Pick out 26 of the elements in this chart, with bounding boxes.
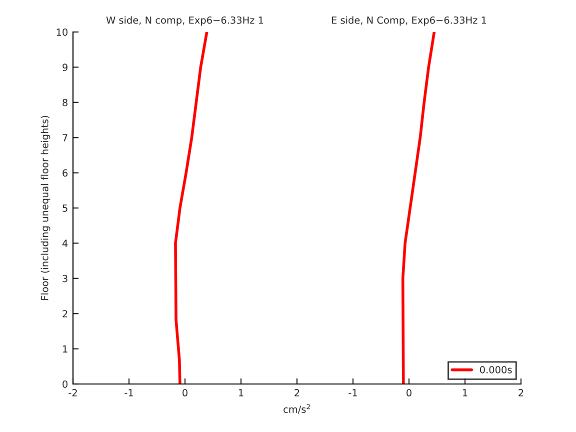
legend-label: 0.000s (480, 366, 512, 374)
y-tick-label: 8 (62, 98, 68, 106)
y-tick-label: 9 (62, 64, 68, 72)
y-tick-label: 3 (62, 274, 68, 282)
x-tick-label: 1 (462, 389, 468, 396)
y-tick-label: 10 (56, 28, 68, 36)
x-tick-label: 0 (406, 389, 412, 396)
y-tick-label: 0 (62, 380, 68, 388)
chart-title: W side, N comp, Exp6−6.33Hz 1 (106, 16, 264, 26)
y-axis-title: Floor (including unequal floor heights) (40, 116, 50, 300)
y-tick-label: 6 (62, 169, 68, 177)
y-tick-label: 4 (62, 240, 68, 247)
line-series (174, 32, 208, 384)
chart-title: E side, N Comp, Exp6−6.33Hz 1 (332, 16, 486, 26)
y-tick-label: 7 (62, 134, 68, 142)
y-tick-label: 2 (62, 310, 68, 318)
x-tick-label: 2 (518, 389, 524, 396)
x-tick-label: 1 (238, 389, 244, 396)
x-tick-label: 0 (182, 389, 188, 396)
x-tick-label: -2 (68, 389, 77, 396)
y-tick-label: 1 (63, 345, 68, 352)
x-axis-title: cm/s$^{2}$ (284, 404, 310, 414)
y-tick-label: 5 (62, 204, 68, 212)
x-tick-label: 2 (294, 389, 300, 396)
x-tick-label: -1 (124, 389, 133, 396)
x-tick-label: -1 (348, 389, 357, 396)
